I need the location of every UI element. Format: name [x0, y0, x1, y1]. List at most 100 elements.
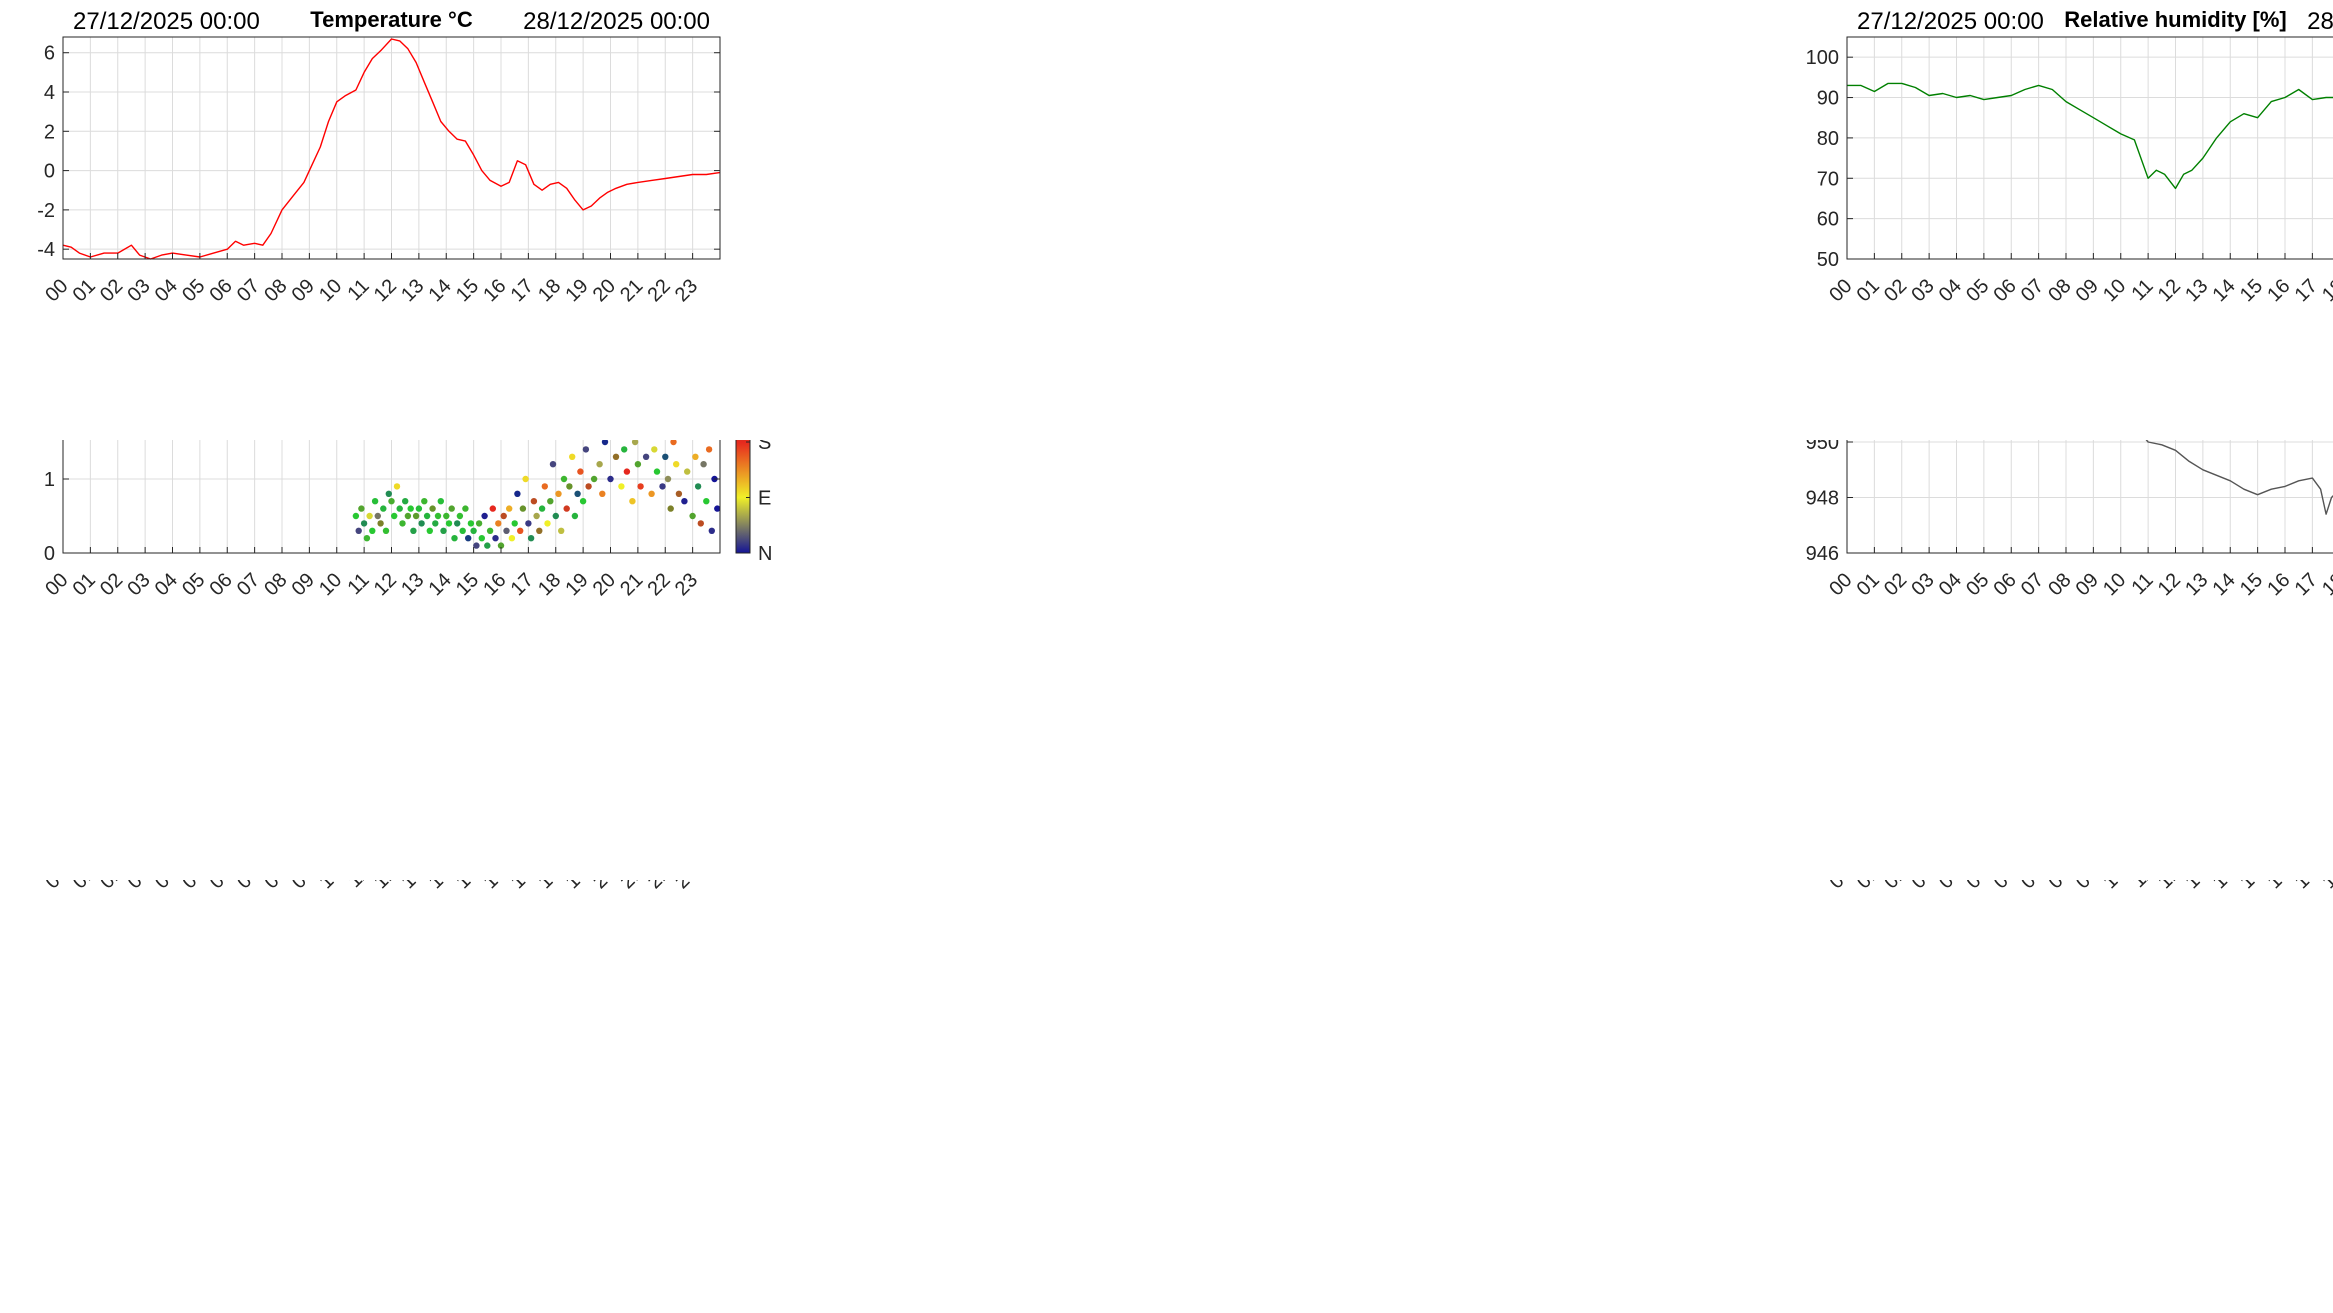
x-tick-label: 23 — [671, 880, 702, 893]
wind-data-point — [399, 520, 406, 527]
wind-data-point — [549, 461, 557, 468]
wind-data-point — [484, 542, 491, 549]
plot-area — [1847, 37, 2333, 259]
wind-data-point — [451, 535, 458, 542]
x-tick-label: 08 — [2044, 880, 2075, 893]
wind-data-point — [692, 453, 699, 460]
humidity-chart: 5060708090100000102030405060708091011121… — [1806, 7, 2333, 306]
wind-data-point — [637, 483, 644, 490]
y-tick-label: 70 — [1817, 168, 1839, 190]
wind-data-point — [418, 520, 425, 527]
wind-data-point — [618, 483, 625, 490]
y-tick-label: 6 — [44, 43, 55, 65]
x-tick-label: 14 — [2208, 880, 2239, 893]
x-tick-label: 12 — [370, 880, 401, 893]
wind-data-point — [579, 498, 587, 505]
wind-data-point — [571, 512, 579, 520]
y-tick-label: 950 — [1806, 440, 1839, 454]
x-tick-label: 02 — [1880, 880, 1911, 893]
y-tick-label: 1 — [44, 469, 55, 491]
x-tick-label: 10 — [2099, 275, 2130, 306]
wind-data-point — [371, 498, 379, 505]
x-tick-label: 08 — [260, 880, 291, 893]
wind-data-point — [486, 527, 494, 534]
x-tick-label: 17 — [2291, 880, 2322, 893]
wind-direction-colorbar — [735, 440, 751, 554]
wind-data-point — [708, 527, 715, 534]
wind-data-point — [563, 505, 570, 512]
wind-data-point — [530, 498, 538, 505]
pressure-series-line — [2145, 440, 2333, 515]
wind-data-point — [522, 475, 529, 483]
x-tick-label: 18 — [534, 880, 565, 893]
x-tick-label: 10 — [315, 569, 346, 600]
y-tick-label: 2 — [44, 121, 55, 143]
wind-data-point — [582, 446, 590, 453]
x-tick-label: 02 — [96, 880, 127, 893]
x-tick-label: 03 — [123, 880, 154, 893]
wind-data-point — [574, 490, 581, 497]
x-tick-label: 07 — [2017, 880, 2048, 893]
x-tick-label: 11 — [2127, 880, 2157, 892]
wind-data-point — [358, 505, 365, 512]
wind-data-point — [555, 490, 562, 497]
x-tick-label: 22 — [643, 880, 674, 893]
x-tick-label: 01 — [69, 880, 100, 893]
temperature-chart: -4-2024600010203040506070809101112131415… — [37, 7, 721, 306]
wind-data-point — [662, 453, 669, 460]
wind-data-point — [355, 527, 362, 534]
wind-data-point — [667, 505, 674, 512]
wind-data-point — [596, 461, 603, 468]
solar-chart: 0100200300000102030405060708091011121314… — [41, 880, 702, 893]
wind-data-point — [700, 461, 707, 468]
humidity-series-line — [1847, 82, 2333, 190]
wind-data-point — [500, 512, 507, 520]
wind-data-point — [410, 527, 417, 534]
wind-data-point — [659, 483, 666, 490]
wind-data-point — [599, 490, 606, 497]
x-tick-label: 09 — [2072, 880, 2103, 893]
chart-title: Relative humidity [%] — [2064, 7, 2286, 32]
wind-data-point — [465, 535, 472, 542]
wind-data-point — [497, 542, 505, 549]
y-tick-label: 100 — [1806, 47, 1839, 69]
y-tick-label: -2 — [37, 200, 55, 222]
wind-data-point — [607, 475, 614, 483]
y-tick-label: 90 — [1817, 88, 1839, 110]
pressure-chart: 9469489509529540001020304050607080910111… — [1806, 440, 2333, 600]
plot-area — [1847, 440, 2333, 553]
x-tick-label: 10 — [2099, 880, 2130, 893]
x-tick-label: 10 — [315, 275, 346, 306]
wind-data-point — [382, 527, 390, 534]
wind-data-point — [634, 461, 642, 468]
wind-data-point — [536, 527, 543, 534]
x-tick-label: 23 — [671, 569, 702, 600]
wind-data-point — [648, 490, 655, 497]
x-tick-label: 20 — [589, 880, 620, 893]
start-date-label: 27/12/2025 00:00 — [73, 8, 260, 35]
wind-data-point — [525, 520, 532, 527]
wind-data-point — [514, 490, 521, 497]
x-tick-label: 05 — [1962, 880, 1993, 893]
wind-data-point — [629, 498, 636, 505]
wind-data-point — [415, 505, 423, 512]
wind-data-point — [432, 520, 439, 527]
y-tick-label: 50 — [1817, 249, 1839, 271]
wind-data-point — [448, 505, 455, 512]
y-tick-label: -4 — [37, 239, 55, 261]
wind-data-point — [492, 535, 499, 542]
x-tick-label: 13 — [2181, 880, 2212, 893]
x-tick-label: 18 — [2318, 880, 2333, 893]
wind-data-point — [473, 542, 480, 549]
start-date-label: 27/12/2025 00:00 — [1857, 8, 2044, 35]
x-tick-label: 04 — [1935, 880, 1966, 893]
x-tick-label: 01 — [1853, 880, 1884, 893]
wind-data-point — [393, 483, 401, 490]
x-tick-label: 14 — [424, 880, 455, 893]
wind-data-point — [421, 498, 428, 505]
wind-data-point — [380, 505, 387, 512]
wind-data-point — [517, 527, 524, 534]
wind-data-point — [703, 498, 710, 505]
wind-data-point — [454, 520, 461, 527]
